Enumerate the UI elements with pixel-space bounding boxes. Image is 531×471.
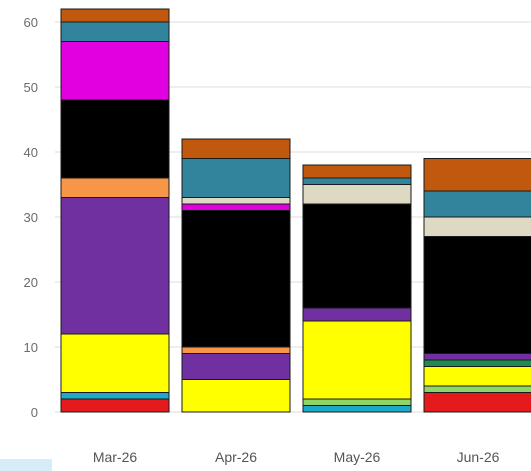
x-axis-ticks: Mar-26 Apr-26 May-26 Jun-26 bbox=[93, 449, 500, 465]
bar-segment bbox=[60, 8, 170, 23]
bar-segment bbox=[302, 405, 412, 413]
bar-segment bbox=[423, 216, 531, 237]
bar-segment bbox=[181, 138, 291, 159]
y-tick-label: 40 bbox=[24, 145, 38, 160]
bar-segment bbox=[181, 210, 291, 348]
bar-segment bbox=[423, 385, 531, 393]
bar-segment bbox=[302, 398, 412, 406]
x-tick-label: Apr-26 bbox=[215, 449, 257, 465]
y-tick-label: 0 bbox=[31, 405, 38, 420]
bar-segment bbox=[60, 392, 170, 400]
bar-segment bbox=[60, 21, 170, 42]
bar-segment bbox=[60, 41, 170, 101]
y-tick-label: 10 bbox=[24, 340, 38, 355]
bar-segment bbox=[423, 236, 531, 354]
y-axis-ticks: 0 10 20 30 40 50 60 bbox=[24, 15, 38, 420]
bar-segment bbox=[60, 197, 170, 335]
bar-segment bbox=[423, 359, 531, 367]
bar-segment bbox=[423, 190, 531, 218]
x-tick-label: Mar-26 bbox=[93, 449, 138, 465]
corner-tab bbox=[0, 459, 52, 471]
bar-segment bbox=[60, 398, 170, 413]
bar-segment bbox=[423, 158, 531, 192]
bar-segment bbox=[60, 99, 170, 179]
bar-segment bbox=[181, 197, 291, 205]
bar-segment bbox=[302, 203, 412, 309]
y-tick-label: 20 bbox=[24, 275, 38, 290]
bar-segment bbox=[181, 346, 291, 354]
bar-segment bbox=[60, 177, 170, 198]
bar-segment bbox=[181, 379, 291, 413]
bar-segment bbox=[302, 307, 412, 322]
bar-segment bbox=[302, 164, 412, 179]
bar-segment bbox=[181, 353, 291, 380]
bar-segment bbox=[423, 366, 531, 387]
bar-segment bbox=[302, 184, 412, 205]
y-tick-label: 50 bbox=[24, 80, 38, 95]
y-tick-label: 30 bbox=[24, 210, 38, 225]
x-tick-label: Jun-26 bbox=[457, 449, 500, 465]
bar-segment bbox=[302, 320, 412, 400]
bar-segment bbox=[423, 353, 531, 361]
bar-segment bbox=[60, 333, 170, 393]
bar-segment bbox=[181, 203, 291, 211]
y-tick-label: 60 bbox=[24, 15, 38, 30]
bar-segment bbox=[181, 158, 291, 198]
bar-segment bbox=[302, 177, 412, 185]
bar-segment bbox=[423, 392, 531, 413]
x-tick-label: May-26 bbox=[334, 449, 381, 465]
bars bbox=[60, 8, 531, 413]
